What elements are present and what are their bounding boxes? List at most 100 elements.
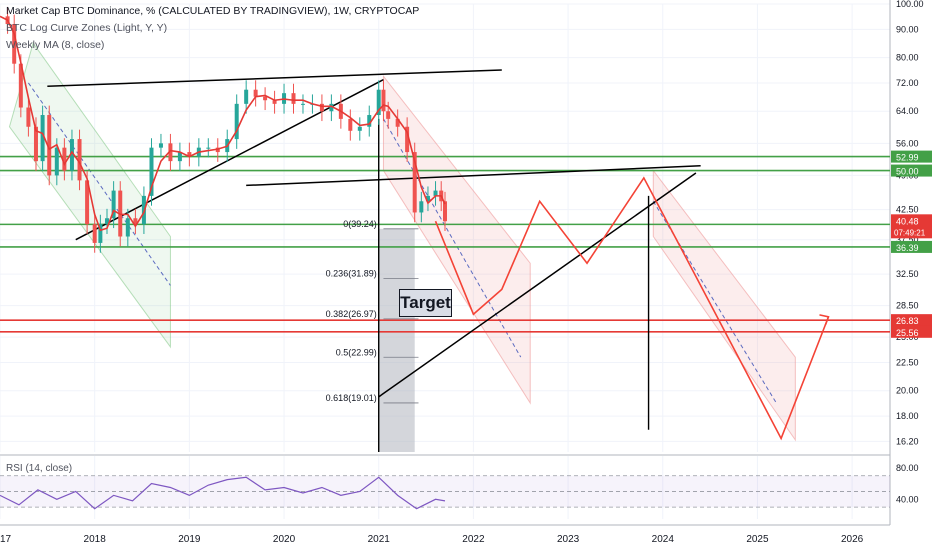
time-tick-label: 2025 [746, 534, 769, 545]
candle-body [291, 93, 296, 104]
candle-body [85, 180, 90, 225]
indicator-log-curve-label: BTC Log Curve Zones (Light, Y, Y) [6, 22, 168, 34]
candle-body [26, 107, 31, 127]
fib-level-label: 0(39.24) [343, 219, 377, 229]
level-price-tag-label: 36.39 [896, 243, 919, 253]
time-tick-label: 2024 [652, 534, 675, 545]
candle-body [348, 118, 353, 131]
candle-body [443, 201, 447, 222]
candle-body [319, 103, 324, 112]
time-tick-label: 2023 [557, 534, 580, 545]
fib-level-label: 0.5(22.99) [336, 347, 377, 357]
candle-body [47, 115, 52, 176]
candle-body [419, 201, 424, 213]
candle-body [376, 89, 381, 116]
candle-body [168, 143, 173, 162]
level-price-tag [891, 150, 932, 163]
candle-body [263, 96, 268, 101]
candle-body [98, 224, 103, 243]
fib-level-label: 0.618(19.01) [326, 393, 377, 403]
projection-channel-1 [382, 74, 531, 405]
chart-title: Market Cap BTC Dominance, % (CALCULATED … [6, 5, 420, 17]
rsi-tick-label: 80.00 [896, 463, 919, 473]
candle-body [367, 115, 372, 127]
time-tick-label: 2017 [0, 534, 12, 545]
candle-body [69, 139, 74, 171]
fib-level-label: 0.382(26.97) [326, 309, 377, 319]
projection-channel-2 [652, 169, 796, 442]
price-tick-label: 28.50 [896, 301, 919, 311]
candle-body [133, 218, 138, 225]
candle-body [425, 195, 430, 202]
candle-body [104, 218, 109, 225]
zone-midline [27, 82, 171, 286]
candle-body [77, 139, 82, 181]
trendline [47, 69, 502, 88]
level-price-tag-label: 50.00 [896, 167, 919, 177]
candle-body [244, 89, 249, 104]
price-tick-label: 18.00 [896, 411, 919, 421]
price-tick-label: 37.50 [896, 235, 919, 245]
indicator-weekly-ma-label: Weekly MA (8, close) [6, 39, 105, 51]
candle-body [405, 126, 410, 153]
candle-body [18, 63, 23, 108]
price-tick-label: 80.00 [896, 53, 919, 63]
rsi-label: RSI (14, close) [6, 463, 73, 474]
channel-midline [652, 201, 777, 404]
projection-path [434, 176, 830, 441]
target-zone [378, 228, 415, 452]
candle-body [158, 143, 163, 148]
candle-body [300, 103, 305, 105]
trendline [246, 165, 701, 187]
level-price-tag [891, 164, 932, 177]
level-price-tag-label: 25.56 [896, 328, 919, 338]
candle-body [234, 103, 239, 140]
candle-body [125, 218, 130, 237]
time-tick-label: 2020 [273, 534, 296, 545]
candle-body [40, 115, 45, 162]
rsi-tick-label: 40.00 [896, 494, 919, 504]
last-price-tag [891, 214, 932, 239]
target-label-box: Target [399, 289, 452, 317]
candle-body [177, 152, 182, 162]
last-price-value: 40.48 [896, 216, 919, 226]
candle-body [12, 24, 17, 64]
candle-body [62, 147, 67, 171]
candle-body [33, 126, 38, 162]
price-tick-label: 42.50 [896, 205, 919, 215]
time-tick-label: 2026 [841, 534, 864, 545]
time-tick-label: 2021 [368, 534, 391, 545]
price-tick-label: 56.00 [896, 138, 919, 148]
candle-body [386, 111, 391, 119]
weekly-ma-line [0, 15, 446, 232]
time-tick-label: 2018 [84, 534, 107, 545]
candle-body [187, 152, 192, 157]
channel-midline [383, 118, 522, 358]
candle-body [253, 89, 258, 97]
time-tick-label: 2022 [462, 534, 485, 545]
candle-body [357, 126, 362, 131]
candle-body [149, 147, 154, 196]
candle-body [329, 103, 334, 112]
price-tick-label: 20.00 [896, 386, 919, 396]
time-tick-label: 2019 [178, 534, 201, 545]
price-tick-label: 90.00 [896, 24, 919, 34]
candle-body [92, 224, 97, 243]
level-price-tag [891, 314, 932, 327]
bar-countdown: 07:49:21 [894, 228, 926, 237]
candle-body [395, 118, 400, 127]
fib-level-label: 0.236(31.89) [326, 269, 377, 279]
candle-body [206, 147, 211, 149]
candle-body [54, 147, 59, 176]
candle-body [381, 89, 386, 112]
level-price-tag [891, 240, 932, 253]
trendline [378, 172, 697, 398]
price-tick-label: 100.00 [896, 0, 924, 9]
candle-body [433, 190, 438, 196]
candle-body [272, 100, 277, 104]
candle-body [412, 152, 417, 213]
